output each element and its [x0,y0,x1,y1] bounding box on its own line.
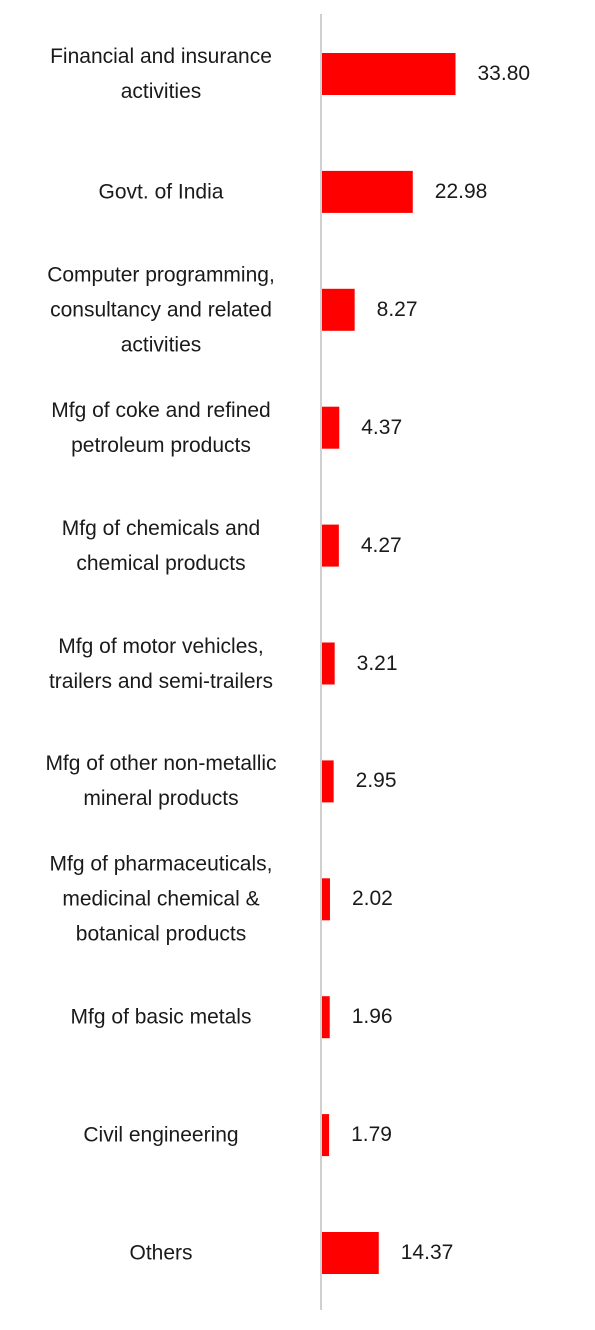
category-label: Mfg of other non-metallic mineral produc… [45,752,277,811]
data-label: 1.79 [351,1123,392,1147]
category-label: Mfg of motor vehicles, trailers and semi… [48,634,274,693]
category-label: Mfg of coke and refined petroleum produc… [51,398,271,457]
category-label: Financial and insurance activities [50,45,272,103]
bar [322,1114,330,1157]
data-label: 14.37 [400,1241,454,1264]
bar [322,53,456,95]
data-label: 3.21 [356,651,398,675]
bar [322,642,335,685]
bar [322,524,339,567]
data-label: 2.95 [355,769,397,793]
data-label: 4.37 [361,415,403,439]
data-label: 33.80 [477,62,531,85]
category-label: Mfg of basic metals [70,1005,252,1029]
data-label: 1.96 [351,1005,393,1029]
data-label: 8.27 [376,297,418,321]
category-label: Computer programming, consultancy and re… [47,263,275,357]
bar [322,878,330,921]
category-label: Civil engineering [83,1123,239,1147]
bar [322,1232,379,1274]
category-label: Mfg of pharmaceuticals, medicinal chemic… [49,852,273,946]
bar [322,996,330,1039]
category-label: Mfg of chemicals and chemical products [61,516,261,575]
data-label: 4.27 [360,533,402,557]
data-label: 2.02 [351,887,393,911]
category-label: Others [129,1241,193,1265]
bar [322,288,355,331]
bar [322,170,413,213]
data-label: 22.98 [434,179,488,203]
category-label: Govt. of India [98,180,224,204]
bar [322,406,340,449]
bar [322,760,334,803]
